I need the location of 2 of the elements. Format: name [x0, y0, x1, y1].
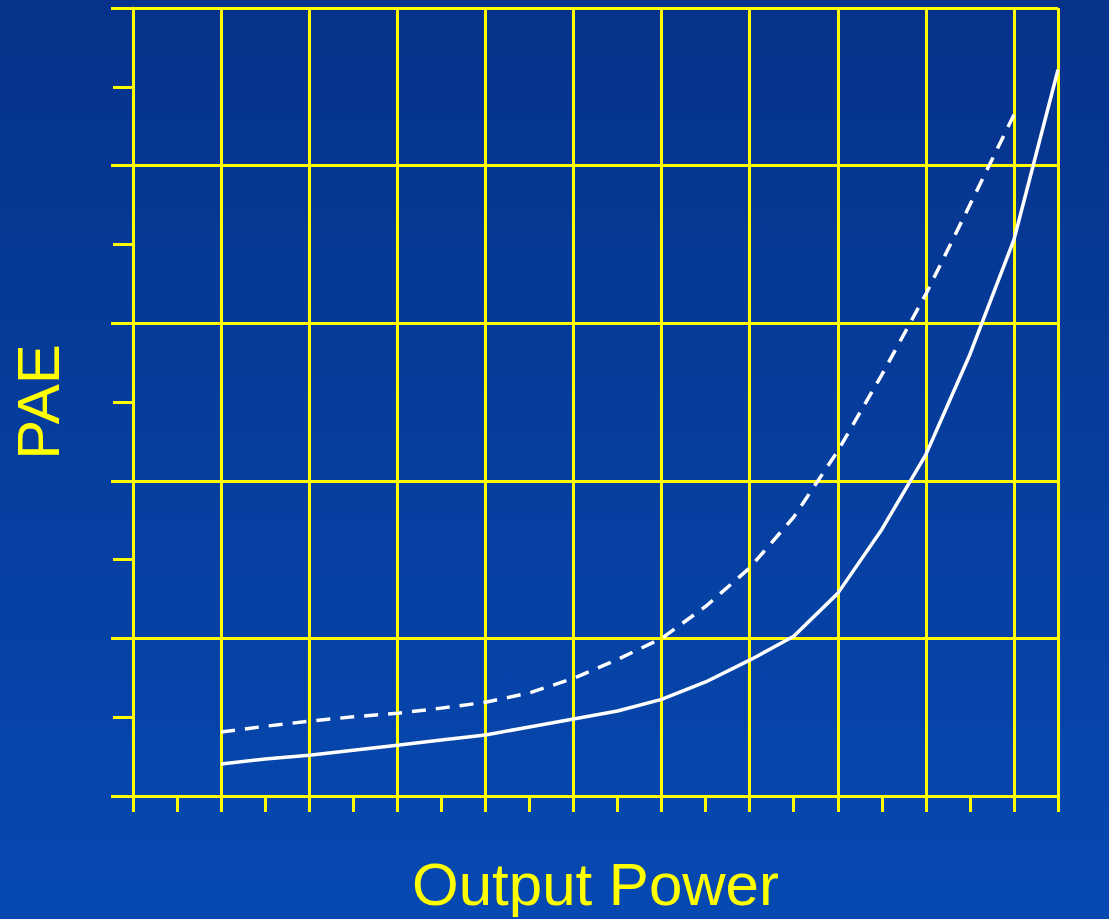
x-axis-title: Output Power: [412, 850, 779, 918]
y-axis-title: PAE: [4, 344, 72, 460]
